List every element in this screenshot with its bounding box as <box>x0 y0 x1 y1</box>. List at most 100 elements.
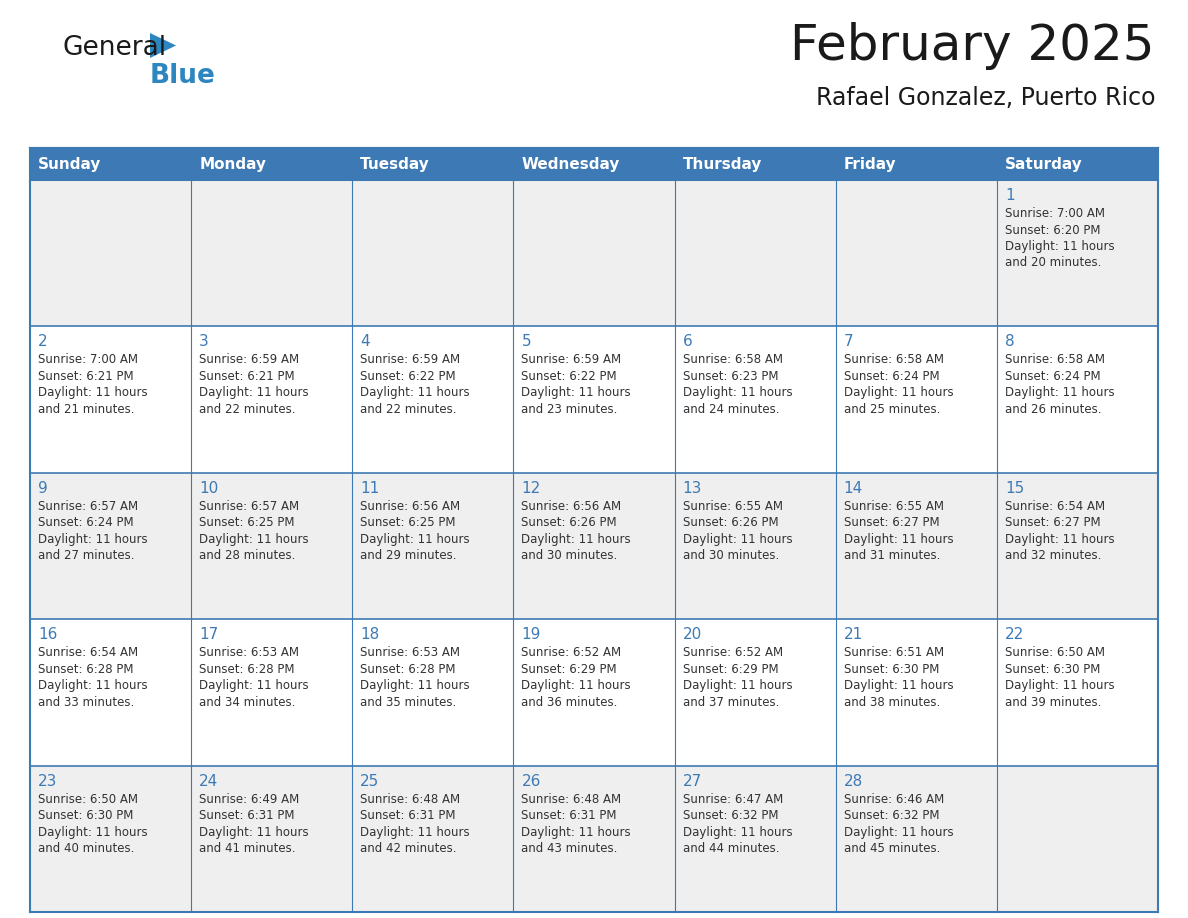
Text: Daylight: 11 hours: Daylight: 11 hours <box>38 386 147 399</box>
Text: and 42 minutes.: and 42 minutes. <box>360 842 456 855</box>
Text: Daylight: 11 hours: Daylight: 11 hours <box>522 386 631 399</box>
Text: 27: 27 <box>683 774 702 789</box>
Text: Sunrise: 6:58 AM: Sunrise: 6:58 AM <box>683 353 783 366</box>
Text: Sunset: 6:22 PM: Sunset: 6:22 PM <box>360 370 456 383</box>
Bar <box>835 620 997 766</box>
Bar <box>835 327 997 473</box>
Text: February 2025: February 2025 <box>790 22 1155 70</box>
Text: 22: 22 <box>1005 627 1024 643</box>
Text: and 37 minutes.: and 37 minutes. <box>683 696 779 709</box>
Text: 1: 1 <box>1005 188 1015 203</box>
Text: Sunset: 6:21 PM: Sunset: 6:21 PM <box>200 370 295 383</box>
Text: Sunset: 6:20 PM: Sunset: 6:20 PM <box>1005 223 1100 237</box>
Text: Sunset: 6:28 PM: Sunset: 6:28 PM <box>38 663 133 676</box>
Text: Sunset: 6:24 PM: Sunset: 6:24 PM <box>38 516 133 530</box>
Text: and 24 minutes.: and 24 minutes. <box>683 403 779 416</box>
Text: Sunset: 6:28 PM: Sunset: 6:28 PM <box>360 663 456 676</box>
Polygon shape <box>150 33 176 58</box>
Bar <box>191 620 353 766</box>
Bar <box>513 180 675 327</box>
Text: Daylight: 11 hours: Daylight: 11 hours <box>1005 386 1114 399</box>
Text: and 22 minutes.: and 22 minutes. <box>360 403 456 416</box>
Text: Sunset: 6:24 PM: Sunset: 6:24 PM <box>843 370 940 383</box>
Bar <box>30 327 191 473</box>
Text: Daylight: 11 hours: Daylight: 11 hours <box>522 532 631 546</box>
Bar <box>191 327 353 473</box>
Text: Sunset: 6:32 PM: Sunset: 6:32 PM <box>683 809 778 823</box>
Text: Sunrise: 6:52 AM: Sunrise: 6:52 AM <box>683 646 783 659</box>
Text: and 44 minutes.: and 44 minutes. <box>683 842 779 855</box>
Bar <box>513 766 675 912</box>
Text: Daylight: 11 hours: Daylight: 11 hours <box>200 386 309 399</box>
Text: 10: 10 <box>200 481 219 496</box>
Text: Daylight: 11 hours: Daylight: 11 hours <box>200 679 309 692</box>
Text: and 29 minutes.: and 29 minutes. <box>360 549 456 563</box>
Text: Monday: Monday <box>200 156 266 172</box>
Text: Sunrise: 6:57 AM: Sunrise: 6:57 AM <box>200 499 299 513</box>
Text: Wednesday: Wednesday <box>522 156 620 172</box>
Text: Sunset: 6:22 PM: Sunset: 6:22 PM <box>522 370 617 383</box>
Bar <box>675 180 835 327</box>
Text: Daylight: 11 hours: Daylight: 11 hours <box>683 825 792 839</box>
Bar <box>353 148 513 180</box>
Text: Sunrise: 6:54 AM: Sunrise: 6:54 AM <box>38 646 138 659</box>
Text: Sunset: 6:31 PM: Sunset: 6:31 PM <box>522 809 617 823</box>
Text: Sunrise: 6:47 AM: Sunrise: 6:47 AM <box>683 792 783 806</box>
Text: and 23 minutes.: and 23 minutes. <box>522 403 618 416</box>
Text: Sunrise: 6:54 AM: Sunrise: 6:54 AM <box>1005 499 1105 513</box>
Text: and 20 minutes.: and 20 minutes. <box>1005 256 1101 270</box>
Text: 23: 23 <box>38 774 57 789</box>
Text: 2: 2 <box>38 334 48 350</box>
Text: Sunset: 6:29 PM: Sunset: 6:29 PM <box>522 663 617 676</box>
Text: and 43 minutes.: and 43 minutes. <box>522 842 618 855</box>
Text: Daylight: 11 hours: Daylight: 11 hours <box>522 679 631 692</box>
Bar <box>997 473 1158 620</box>
Text: Tuesday: Tuesday <box>360 156 430 172</box>
Text: and 41 minutes.: and 41 minutes. <box>200 842 296 855</box>
Text: Sunrise: 6:56 AM: Sunrise: 6:56 AM <box>360 499 461 513</box>
Bar <box>30 620 191 766</box>
Text: Sunset: 6:31 PM: Sunset: 6:31 PM <box>360 809 456 823</box>
Text: Daylight: 11 hours: Daylight: 11 hours <box>38 825 147 839</box>
Text: and 26 minutes.: and 26 minutes. <box>1005 403 1101 416</box>
Text: Sunset: 6:30 PM: Sunset: 6:30 PM <box>843 663 939 676</box>
Text: 3: 3 <box>200 334 209 350</box>
Text: 20: 20 <box>683 627 702 643</box>
Text: Daylight: 11 hours: Daylight: 11 hours <box>522 825 631 839</box>
Bar <box>675 473 835 620</box>
Text: Sunrise: 6:58 AM: Sunrise: 6:58 AM <box>1005 353 1105 366</box>
Text: 24: 24 <box>200 774 219 789</box>
Bar <box>191 148 353 180</box>
Text: Daylight: 11 hours: Daylight: 11 hours <box>683 679 792 692</box>
Text: Sunset: 6:30 PM: Sunset: 6:30 PM <box>38 809 133 823</box>
Text: Sunrise: 6:55 AM: Sunrise: 6:55 AM <box>683 499 783 513</box>
Bar <box>353 473 513 620</box>
Text: Daylight: 11 hours: Daylight: 11 hours <box>683 386 792 399</box>
Text: and 30 minutes.: and 30 minutes. <box>522 549 618 563</box>
Bar <box>191 766 353 912</box>
Bar <box>835 180 997 327</box>
Bar <box>30 180 191 327</box>
Text: Daylight: 11 hours: Daylight: 11 hours <box>200 825 309 839</box>
Text: Daylight: 11 hours: Daylight: 11 hours <box>38 532 147 546</box>
Bar <box>353 620 513 766</box>
Text: Blue: Blue <box>150 63 216 89</box>
Bar <box>513 148 675 180</box>
Text: Sunset: 6:30 PM: Sunset: 6:30 PM <box>1005 663 1100 676</box>
Text: Sunrise: 6:57 AM: Sunrise: 6:57 AM <box>38 499 138 513</box>
Text: Daylight: 11 hours: Daylight: 11 hours <box>1005 240 1114 253</box>
Text: Sunrise: 7:00 AM: Sunrise: 7:00 AM <box>38 353 138 366</box>
Text: and 39 minutes.: and 39 minutes. <box>1005 696 1101 709</box>
Text: Sunrise: 6:46 AM: Sunrise: 6:46 AM <box>843 792 944 806</box>
Text: and 33 minutes.: and 33 minutes. <box>38 696 134 709</box>
Text: Sunset: 6:29 PM: Sunset: 6:29 PM <box>683 663 778 676</box>
Text: Daylight: 11 hours: Daylight: 11 hours <box>360 679 470 692</box>
Text: Sunrise: 6:53 AM: Sunrise: 6:53 AM <box>200 646 299 659</box>
Text: Daylight: 11 hours: Daylight: 11 hours <box>360 386 470 399</box>
Text: 12: 12 <box>522 481 541 496</box>
Text: and 34 minutes.: and 34 minutes. <box>200 696 296 709</box>
Text: Daylight: 11 hours: Daylight: 11 hours <box>38 679 147 692</box>
Text: 28: 28 <box>843 774 862 789</box>
Text: Sunrise: 7:00 AM: Sunrise: 7:00 AM <box>1005 207 1105 220</box>
Text: Sunrise: 6:49 AM: Sunrise: 6:49 AM <box>200 792 299 806</box>
